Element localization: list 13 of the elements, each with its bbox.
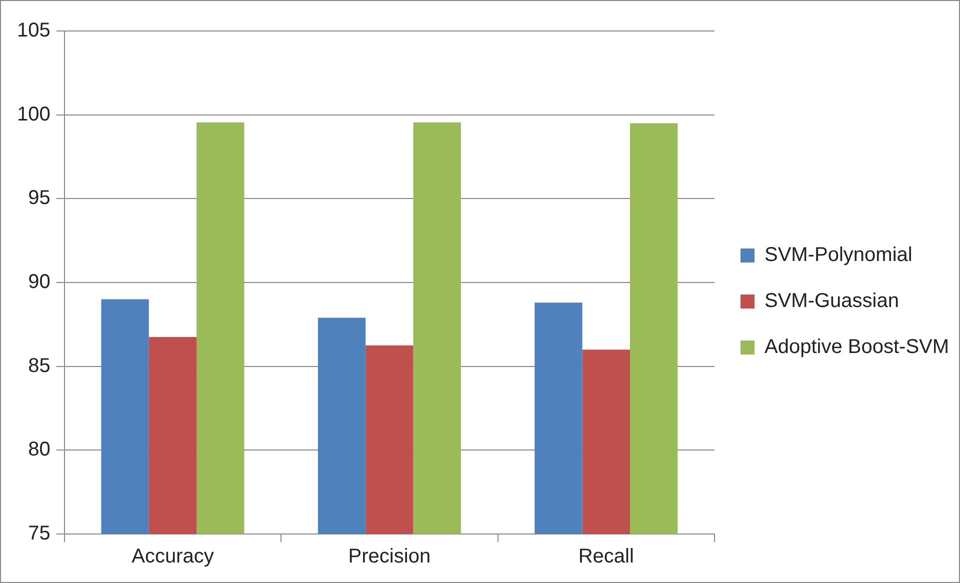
y-tick-label: 95 — [28, 187, 50, 210]
x-tick-label: Precision — [348, 546, 431, 568]
y-tick-label: 80 — [28, 438, 50, 461]
y-tick-label: 90 — [28, 271, 50, 294]
legend-label: Adoptive Boost-SVM — [764, 336, 950, 358]
y-tick-label: 85 — [28, 354, 50, 377]
x-tick-label: Recall — [578, 546, 634, 568]
y-tick-label: 100 — [16, 103, 50, 126]
legend-label: SVM-Guassian — [764, 290, 899, 312]
y-tick-label: 75 — [28, 522, 50, 545]
legend-label: SVM-Polynomial — [764, 244, 912, 266]
y-tick-label: 105 — [16, 20, 50, 42]
x-tick-label: Accuracy — [132, 546, 214, 568]
